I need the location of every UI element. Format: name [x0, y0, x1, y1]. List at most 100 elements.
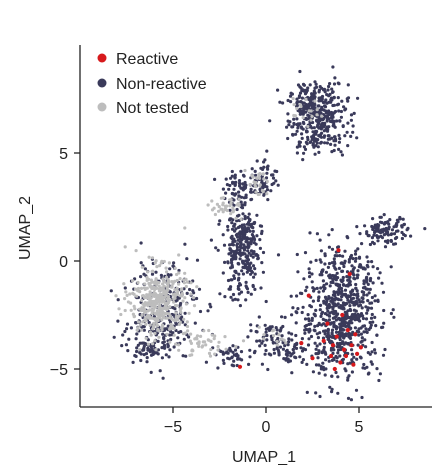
- reactive-point: [351, 362, 356, 367]
- non-reactive-point: [401, 217, 405, 221]
- non-reactive-point: [347, 331, 351, 336]
- non-reactive-point: [290, 313, 294, 317]
- non-reactive-point: [363, 338, 367, 342]
- non-reactive-point: [246, 258, 251, 262]
- not-tested-point: [143, 301, 147, 305]
- non-reactive-point: [313, 106, 317, 110]
- non-reactive-point: [352, 111, 356, 115]
- not-tested-point: [284, 341, 288, 345]
- non-reactive-point: [245, 237, 249, 241]
- non-reactive-point: [327, 359, 331, 363]
- non-reactive-point: [356, 312, 360, 316]
- non-reactive-point: [240, 269, 244, 273]
- non-reactive-point: [172, 261, 176, 265]
- non-reactive-point: [235, 243, 239, 247]
- non-reactive-point: [258, 238, 262, 242]
- non-reactive-point: [249, 187, 253, 191]
- not-tested-point: [155, 286, 159, 290]
- not-tested-point: [301, 116, 305, 120]
- non-reactive-point: [349, 256, 353, 260]
- not-tested-point: [148, 281, 152, 285]
- non-reactive-point: [347, 374, 351, 378]
- non-reactive-point: [294, 346, 299, 350]
- non-reactive-point: [371, 217, 375, 221]
- non-reactive-point: [260, 229, 264, 233]
- non-reactive-point: [374, 225, 378, 229]
- non-reactive-point: [238, 234, 242, 238]
- not-tested-point: [190, 348, 194, 352]
- non-reactive-point: [295, 342, 299, 346]
- non-reactive-point: [337, 147, 341, 151]
- non-reactive-point: [166, 324, 170, 328]
- non-reactive-point: [204, 360, 208, 364]
- non-reactive-point: [244, 240, 248, 244]
- non-reactive-point: [289, 294, 293, 298]
- non-reactive-point: [365, 278, 369, 282]
- non-reactive-point: [340, 289, 344, 293]
- non-reactive-point: [289, 100, 293, 104]
- non-reactive-point: [371, 240, 375, 244]
- not-tested-point: [258, 172, 262, 176]
- non-reactive-point: [290, 352, 294, 356]
- non-reactive-point: [375, 333, 379, 337]
- non-reactive-point: [345, 97, 349, 101]
- not-tested-point: [180, 292, 184, 296]
- not-tested-point: [134, 287, 138, 291]
- not-tested-point: [183, 226, 187, 230]
- non-reactive-point: [325, 129, 330, 133]
- non-reactive-point: [244, 280, 248, 284]
- not-tested-point: [155, 301, 159, 305]
- non-reactive-point: [349, 253, 354, 258]
- not-tested-point: [157, 289, 161, 293]
- not-tested-point: [162, 311, 166, 315]
- not-tested-point: [197, 344, 201, 348]
- non-reactive-point: [349, 297, 354, 301]
- non-reactive-point: [332, 119, 336, 123]
- non-reactive-point: [370, 312, 374, 317]
- non-reactive-point: [230, 221, 234, 225]
- non-reactive-point: [322, 348, 326, 352]
- non-reactive-point: [346, 396, 351, 400]
- non-reactive-point: [238, 245, 242, 249]
- non-reactive-point: [301, 158, 305, 162]
- non-reactive-point: [331, 280, 335, 285]
- non-reactive-point: [125, 327, 129, 331]
- non-reactive-point: [229, 176, 233, 180]
- non-reactive-point: [333, 266, 337, 270]
- non-reactive-point: [326, 327, 330, 331]
- non-reactive-point: [296, 270, 300, 274]
- not-tested-point: [261, 172, 265, 176]
- non-reactive-point: [235, 219, 239, 223]
- non-reactive-point: [240, 203, 244, 207]
- non-reactive-point: [166, 273, 170, 277]
- not-tested-point: [140, 308, 144, 312]
- non-reactive-point: [341, 124, 345, 129]
- not-tested-point: [232, 208, 236, 213]
- not-tested-point: [160, 311, 164, 315]
- not-tested-point: [185, 280, 189, 284]
- non-reactive-point: [264, 176, 269, 180]
- non-reactive-point: [244, 195, 248, 199]
- non-reactive-point: [250, 167, 254, 171]
- non-reactive-point: [367, 234, 371, 238]
- not-tested-point: [175, 304, 179, 308]
- not-tested-point: [164, 266, 168, 270]
- not-tested-point: [152, 302, 156, 306]
- not-tested-point: [275, 339, 279, 344]
- non-reactive-point: [302, 110, 306, 114]
- non-reactive-point: [341, 254, 345, 258]
- non-reactive-point: [370, 236, 374, 240]
- non-reactive-point: [281, 324, 285, 329]
- non-reactive-point: [232, 274, 236, 278]
- non-reactive-point: [254, 329, 258, 334]
- not-tested-point: [173, 266, 177, 270]
- non-reactive-point: [224, 191, 228, 195]
- not-tested-point: [262, 333, 266, 337]
- reactive-point: [321, 338, 326, 343]
- not-tested-point: [254, 190, 258, 194]
- non-reactive-point: [143, 342, 147, 346]
- not-tested-point: [159, 261, 163, 265]
- not-tested-point: [195, 337, 199, 341]
- non-reactive-point: [330, 387, 334, 391]
- non-reactive-point: [354, 315, 358, 320]
